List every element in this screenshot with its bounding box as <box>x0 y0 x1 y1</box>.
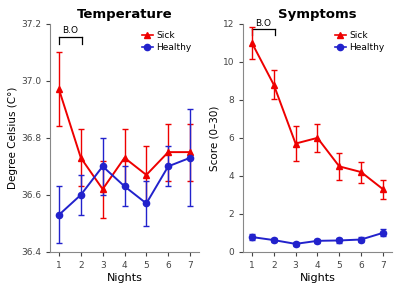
Text: B.O: B.O <box>62 26 78 35</box>
Legend: Sick, Healthy: Sick, Healthy <box>139 29 194 54</box>
Text: B.O: B.O <box>255 19 271 28</box>
X-axis label: Nights: Nights <box>300 273 335 283</box>
Y-axis label: Degree Celsius (C°): Degree Celsius (C°) <box>8 87 18 189</box>
Title: Symptoms: Symptoms <box>278 8 357 21</box>
Y-axis label: Score (0–30): Score (0–30) <box>210 105 220 171</box>
Title: Temperature: Temperature <box>77 8 172 21</box>
Legend: Sick, Healthy: Sick, Healthy <box>332 29 387 54</box>
X-axis label: Nights: Nights <box>106 273 142 283</box>
